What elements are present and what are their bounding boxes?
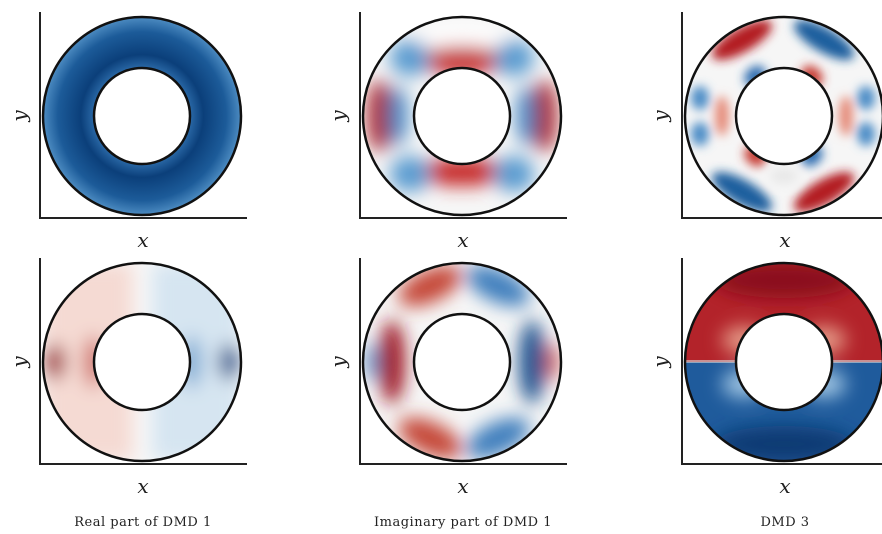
caption-col2: Imaginary part of DMD 1 bbox=[374, 515, 552, 530]
axes-frame bbox=[681, 258, 882, 465]
caption-col3: DMD 3 bbox=[760, 515, 809, 530]
x-axis-label: x bbox=[779, 228, 790, 252]
panel-row2-col1 bbox=[39, 258, 247, 465]
axes-frame bbox=[359, 12, 567, 219]
axes-frame bbox=[39, 12, 247, 219]
panel-row2-col2 bbox=[359, 258, 567, 465]
x-axis-label: x bbox=[779, 474, 790, 498]
y-axis-label: y bbox=[7, 356, 31, 369]
x-axis-label: x bbox=[137, 228, 148, 252]
y-axis-label: y bbox=[326, 356, 350, 369]
y-axis-label: y bbox=[7, 110, 31, 123]
panel-row1-col2 bbox=[359, 12, 567, 219]
x-axis-label: x bbox=[457, 228, 468, 252]
x-axis-label: x bbox=[457, 474, 468, 498]
caption-col1: Real part of DMD 1 bbox=[74, 515, 212, 530]
axes-frame bbox=[681, 12, 882, 219]
axes-frame bbox=[39, 258, 247, 465]
y-axis-label: y bbox=[648, 356, 672, 369]
y-axis-label: y bbox=[648, 110, 672, 123]
y-axis-label: y bbox=[326, 110, 350, 123]
axes-frame bbox=[359, 258, 567, 465]
x-axis-label: x bbox=[137, 474, 148, 498]
panel-row1-col1 bbox=[39, 12, 247, 219]
panel-row1-col3 bbox=[681, 12, 882, 219]
panel-row2-col3 bbox=[681, 258, 882, 465]
